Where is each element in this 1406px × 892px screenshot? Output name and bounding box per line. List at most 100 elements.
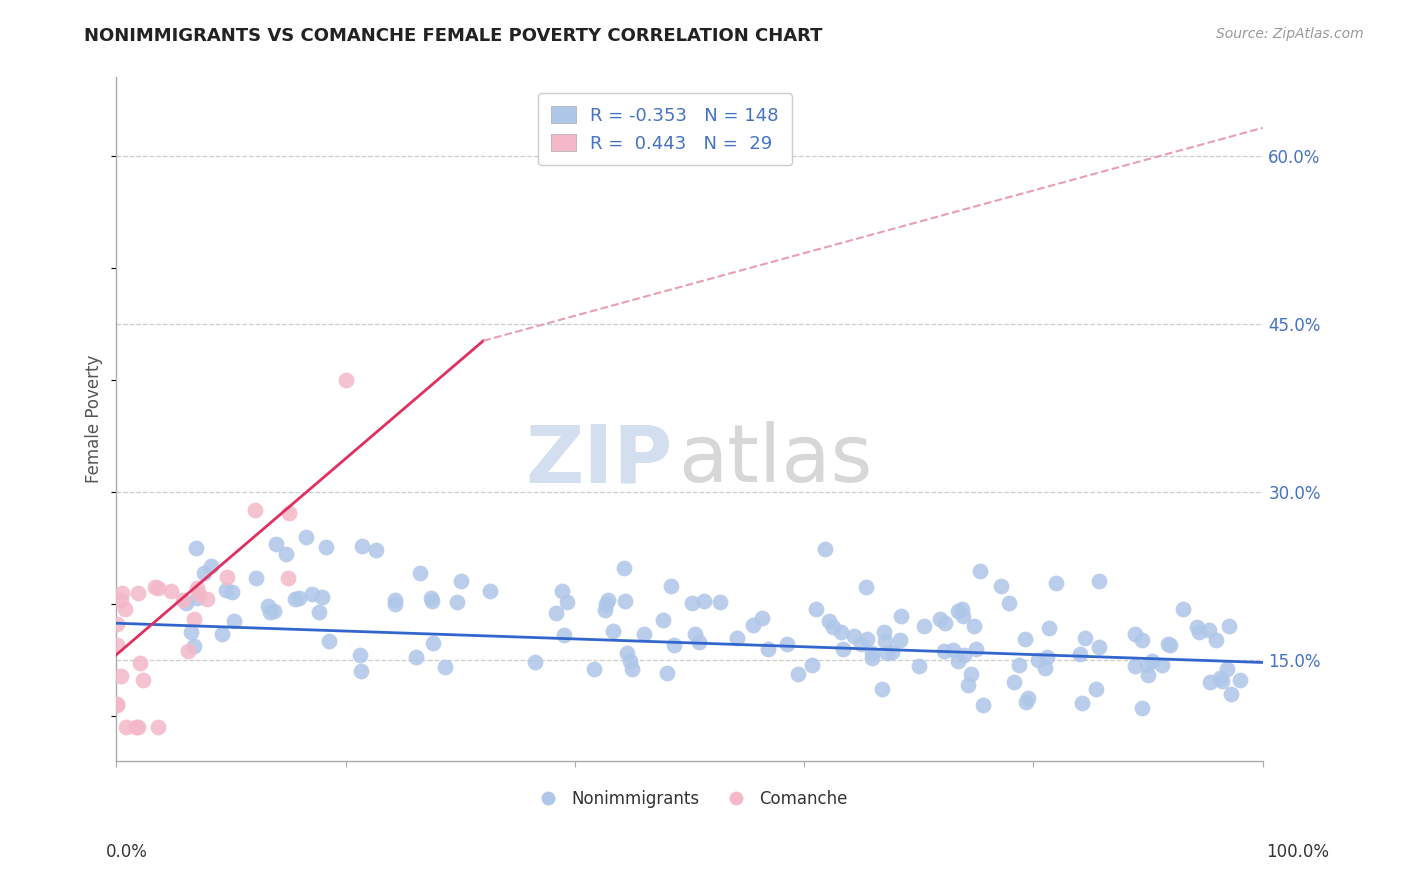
Point xyxy=(1205,632,1227,647)
Point xyxy=(422,635,444,649)
Point xyxy=(217,570,239,584)
Point xyxy=(602,624,624,639)
Point xyxy=(143,580,166,594)
Point xyxy=(160,583,183,598)
Point xyxy=(870,681,893,696)
Point xyxy=(409,566,432,580)
Point xyxy=(553,628,575,642)
Point xyxy=(1017,690,1039,705)
Point xyxy=(115,721,138,735)
Point xyxy=(776,637,799,651)
Point xyxy=(127,721,149,735)
Point xyxy=(821,620,844,634)
Point xyxy=(263,604,285,618)
Point xyxy=(1173,602,1195,616)
Point xyxy=(1045,575,1067,590)
Point xyxy=(855,580,877,594)
Point xyxy=(295,530,318,544)
Point xyxy=(616,646,638,660)
Point xyxy=(972,698,994,712)
Point xyxy=(787,666,810,681)
Point xyxy=(882,645,904,659)
Y-axis label: Female Poverty: Female Poverty xyxy=(86,355,103,483)
Point xyxy=(1033,661,1056,675)
Point xyxy=(872,625,894,640)
Point xyxy=(832,641,855,656)
Point xyxy=(1123,627,1146,641)
Point xyxy=(174,596,197,610)
Point xyxy=(1069,648,1091,662)
Point xyxy=(335,373,357,387)
Point xyxy=(582,662,605,676)
Point xyxy=(1123,659,1146,673)
Point xyxy=(1159,638,1181,652)
Point xyxy=(1198,675,1220,690)
Point xyxy=(211,627,233,641)
Point xyxy=(1137,668,1160,682)
Point xyxy=(1140,655,1163,669)
Point xyxy=(107,638,129,652)
Point xyxy=(177,644,200,658)
Point xyxy=(1088,640,1111,654)
Point xyxy=(221,585,243,599)
Point xyxy=(593,603,616,617)
Point xyxy=(110,668,132,682)
Point xyxy=(1136,657,1159,672)
Point xyxy=(318,634,340,648)
Point xyxy=(128,656,150,670)
Point xyxy=(274,547,297,561)
Point xyxy=(105,698,128,712)
Point xyxy=(751,611,773,625)
Point xyxy=(301,587,323,601)
Point xyxy=(613,561,636,575)
Point xyxy=(259,605,281,619)
Point xyxy=(693,594,716,608)
Point xyxy=(110,593,132,607)
Point xyxy=(315,540,337,554)
Point xyxy=(1220,687,1243,701)
Point xyxy=(146,721,169,735)
Point xyxy=(873,633,896,648)
Point xyxy=(849,637,872,651)
Point xyxy=(659,579,682,593)
Point xyxy=(551,584,574,599)
Point xyxy=(960,667,983,681)
Text: 0.0%: 0.0% xyxy=(105,843,148,861)
Point xyxy=(876,646,898,660)
Point xyxy=(1209,672,1232,686)
Point xyxy=(1216,662,1239,676)
Point xyxy=(245,571,267,585)
Point xyxy=(349,648,371,663)
Point xyxy=(651,613,673,627)
Point xyxy=(1188,624,1211,639)
Point xyxy=(419,591,441,605)
Point xyxy=(633,627,655,641)
Point xyxy=(186,581,208,595)
Point xyxy=(1008,658,1031,673)
Point xyxy=(801,658,824,673)
Point xyxy=(1084,682,1107,697)
Point xyxy=(890,609,912,624)
Point xyxy=(1088,574,1111,588)
Point xyxy=(546,606,568,620)
Point xyxy=(405,650,427,665)
Point xyxy=(860,646,883,660)
Point xyxy=(288,591,311,605)
Point xyxy=(127,586,149,600)
Point xyxy=(1130,700,1153,714)
Point xyxy=(350,540,373,554)
Point xyxy=(1157,637,1180,651)
Point xyxy=(478,584,501,599)
Text: atlas: atlas xyxy=(678,421,873,500)
Point xyxy=(662,638,685,652)
Point xyxy=(688,635,710,649)
Point xyxy=(183,639,205,653)
Point xyxy=(1002,674,1025,689)
Point xyxy=(856,632,879,647)
Point xyxy=(183,612,205,626)
Point xyxy=(180,624,202,639)
Point xyxy=(384,593,406,607)
Point xyxy=(681,596,703,610)
Point xyxy=(124,721,146,735)
Point xyxy=(948,604,970,618)
